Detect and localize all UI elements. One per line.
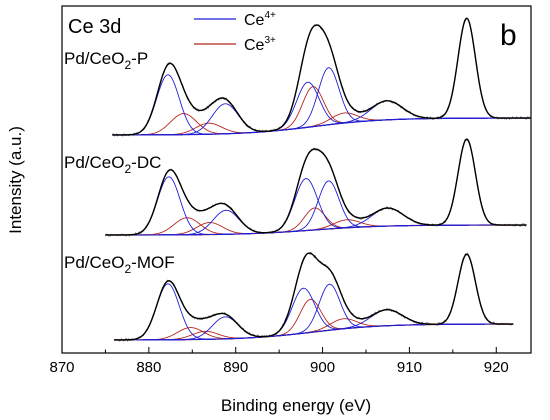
legend-ce3-name: Ce — [244, 37, 265, 54]
sample-p-suffix: -P — [131, 49, 148, 68]
sample-mof-base: Pd/CeO — [64, 253, 124, 272]
plot-curves — [105, 17, 531, 343]
legend-label-ce3: Ce3+ — [244, 35, 276, 54]
sample-dc-sub: 2 — [124, 162, 131, 176]
sample-p-base: Pd/CeO — [64, 49, 124, 68]
x-axis-title: Binding energy (eV) — [221, 396, 371, 415]
fit-envelope — [105, 138, 527, 236]
x-tick-label: 870 — [49, 359, 74, 376]
legend: Ce4+ Ce3+ — [194, 10, 276, 54]
sample-p-sub: 2 — [124, 58, 131, 72]
chart-title: Ce 3d — [68, 16, 121, 38]
sample-mof-suffix: -MOF — [131, 253, 174, 272]
fit-envelope — [112, 17, 531, 136]
sample-dc-base: Pd/CeO — [64, 153, 124, 172]
sample-dc-suffix: -DC — [131, 153, 161, 172]
x-axis: 870 880 890 900 910 920 — [49, 347, 509, 376]
x-tick-label: 900 — [310, 359, 335, 376]
sample-label-pd-mof: Pd/CeO2-MOF — [64, 253, 175, 276]
fit-envelope — [114, 252, 514, 341]
panel-label: b — [500, 19, 517, 52]
legend-label-ce4: Ce4+ — [244, 10, 276, 29]
x-tick-label: 880 — [136, 359, 161, 376]
x-tick-label: 890 — [223, 359, 248, 376]
legend-ce4-name: Ce — [244, 12, 265, 29]
sample-label-pd-p: Pd/CeO2-P — [64, 49, 148, 72]
sample-label-pd-dc: Pd/CeO2-DC — [64, 153, 161, 176]
sample-mof-sub: 2 — [124, 262, 131, 276]
legend-ce3-sup: 3+ — [264, 35, 276, 46]
y-axis-title: Intensity (a.u.) — [6, 126, 25, 234]
legend-ce4-sup: 4+ — [264, 10, 276, 21]
x-tick-label: 910 — [397, 359, 422, 376]
x-tick-label: 920 — [484, 359, 509, 376]
plot-frame — [61, 5, 532, 354]
